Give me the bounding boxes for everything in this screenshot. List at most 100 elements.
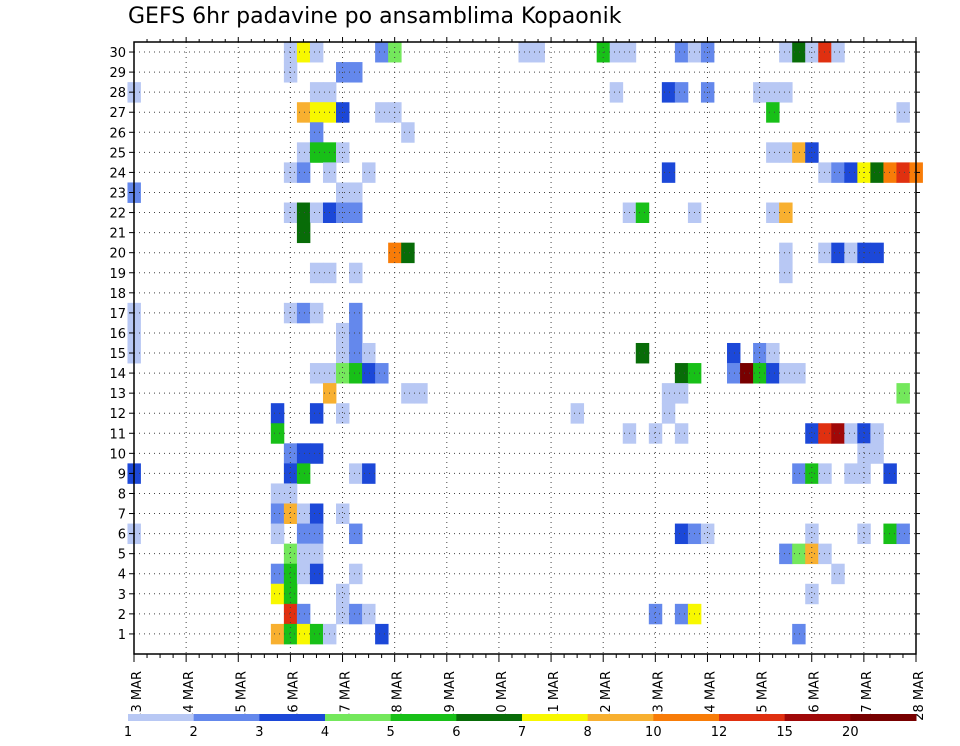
colorbar-segment-9 xyxy=(653,714,720,721)
precip-cell-m9-s12 xyxy=(283,463,298,484)
precip-cell-m10-s12 xyxy=(283,443,298,464)
precip-cell-m14-s50 xyxy=(779,363,793,384)
y-tick-label-27: 27 xyxy=(109,106,126,121)
precip-cell-m1-s11 xyxy=(270,623,285,645)
x-tick-label-2: 15 MAR xyxy=(234,671,249,721)
x-tick-label-11: 24 MAR xyxy=(703,671,718,721)
y-tick-label-18: 18 xyxy=(109,287,126,302)
precip-cell-m24-s13 xyxy=(296,162,311,183)
precip-cell-m24-s55 xyxy=(844,162,858,183)
x-tick-label-4: 17 MAR xyxy=(339,671,354,721)
colorbar-segment-4 xyxy=(325,714,392,721)
precip-cell-m20-s54 xyxy=(831,242,845,264)
precip-cell-m24-s18 xyxy=(362,162,376,183)
precip-cell-m4-s17 xyxy=(349,563,363,585)
precip-cell-m27-s49 xyxy=(766,102,780,123)
y-tick-label-17: 17 xyxy=(109,307,126,322)
colorbar-segment-12 xyxy=(850,714,917,721)
axes-layer: 1234567891011121314151617181920212223242… xyxy=(109,37,927,721)
precip-cell-m13-s42 xyxy=(674,383,689,404)
precip-cell-m8-s12 xyxy=(283,483,298,504)
precip-cell-m25-s51 xyxy=(792,142,806,163)
precip-cell-m14-s18 xyxy=(362,363,376,384)
precip-cell-m15-s49 xyxy=(766,342,780,364)
y-tick-label-10: 10 xyxy=(109,447,126,462)
precip-cell-m21-s13 xyxy=(296,222,311,244)
precip-cell-m14-s14 xyxy=(309,363,324,384)
colorbar-label-7: 7 xyxy=(518,725,526,740)
precip-cell-m24-s59 xyxy=(896,162,910,183)
precip-cell-m30-s13 xyxy=(296,42,311,63)
y-tick-label-23: 23 xyxy=(109,186,126,201)
precip-cell-m7-s16 xyxy=(336,503,350,524)
precip-cell-m22-s13 xyxy=(296,202,311,223)
x-tick-label-1: 14 MAR xyxy=(182,671,197,721)
precip-cell-m1-s51 xyxy=(792,623,806,645)
precip-cell-m4-s13 xyxy=(296,563,311,585)
precip-cell-m9-s13 xyxy=(296,463,311,484)
precip-cell-m6-s11 xyxy=(270,523,285,545)
precip-cell-m3-s16 xyxy=(336,583,350,605)
precip-cell-m25-s13 xyxy=(296,142,311,163)
precip-cell-m7-s13 xyxy=(296,503,311,524)
precip-cell-m14-s42 xyxy=(674,363,689,384)
precip-cell-m2-s13 xyxy=(296,603,311,625)
precip-cell-m11-s11 xyxy=(270,423,285,444)
precip-cell-m17-s17 xyxy=(349,302,363,324)
x-tick-label-8: 21 MAR xyxy=(547,671,562,721)
x-tick-label-3: 16 MAR xyxy=(286,671,301,721)
precip-cell-m6-s42 xyxy=(674,523,689,545)
precip-cell-m20-s50 xyxy=(779,242,793,264)
precip-cell-m30-s14 xyxy=(309,42,324,63)
x-tick-label-6: 19 MAR xyxy=(443,671,458,721)
colorbar-label-8: 8 xyxy=(584,725,592,740)
precip-cell-m24-s57 xyxy=(870,162,884,183)
precip-cell-m2-s16 xyxy=(336,603,350,625)
precip-cell-m20-s55 xyxy=(844,242,858,264)
x-tick-label-15: 28 MAR xyxy=(912,671,927,721)
y-tick-label-1: 1 xyxy=(118,628,126,643)
precip-cell-m2-s18 xyxy=(362,603,376,625)
precip-cell-m6-s17 xyxy=(349,523,363,545)
precip-cell-m15-s18 xyxy=(362,342,376,364)
colorbar-label-6: 6 xyxy=(452,725,460,740)
chart-title: GEFS 6hr padavine po ansamblima Kopaonik xyxy=(128,4,622,29)
y-tick-label-25: 25 xyxy=(109,146,126,161)
precip-cell-m3-s12 xyxy=(283,583,298,605)
precip-cell-m17-s14 xyxy=(309,302,324,324)
precip-cell-m22-s17 xyxy=(349,202,363,223)
precip-cell-m27-s13 xyxy=(296,102,311,123)
precip-cell-m19-s14 xyxy=(309,262,324,284)
precip-cell-m14-s47 xyxy=(740,363,754,384)
colorbar-segment-1 xyxy=(128,714,195,721)
precip-cell-m25-s49 xyxy=(766,142,780,163)
x-tick-label-5: 18 MAR xyxy=(391,671,406,721)
precip-cell-m6-s52 xyxy=(805,523,819,545)
x-tick-label-12: 25 MAR xyxy=(756,671,771,721)
precip-cell-m28-s41 xyxy=(661,82,676,103)
y-tick-label-3: 3 xyxy=(118,588,126,603)
precip-cell-m22-s14 xyxy=(309,202,324,223)
precip-cell-m20-s57 xyxy=(870,242,884,264)
precip-cell-m7-s11 xyxy=(270,503,285,524)
x-tick-label-10: 23 MAR xyxy=(651,671,666,721)
precip-cell-m17-s12 xyxy=(283,302,298,324)
precip-cell-m29-s17 xyxy=(349,62,363,83)
precip-cell-m30-s54 xyxy=(831,42,845,63)
colorbar-label-12: 20 xyxy=(842,725,859,740)
colorbar-segment-6 xyxy=(456,714,523,721)
precip-cell-m7-s14 xyxy=(309,503,324,524)
precip-cell-m30-s19 xyxy=(375,42,389,63)
precip-cell-m1-s12 xyxy=(283,623,298,645)
x-tick-label-13: 26 MAR xyxy=(808,671,823,721)
colorbar: 1 2 3 4 5 6 7 8 10 12 15 20 xyxy=(124,714,917,740)
precip-cell-m15-s46 xyxy=(727,342,741,364)
precip-cell-m10-s57 xyxy=(870,443,884,464)
colorbar-label-11: 15 xyxy=(776,725,793,740)
precip-cell-m16-s17 xyxy=(349,322,363,344)
precip-cell-m15-s17 xyxy=(349,342,363,364)
precip-cell-m26-s14 xyxy=(309,122,324,143)
precip-cell-m5-s51 xyxy=(792,543,806,565)
precip-cell-m1-s13 xyxy=(296,623,311,645)
precip-cell-m3-s11 xyxy=(270,583,285,605)
